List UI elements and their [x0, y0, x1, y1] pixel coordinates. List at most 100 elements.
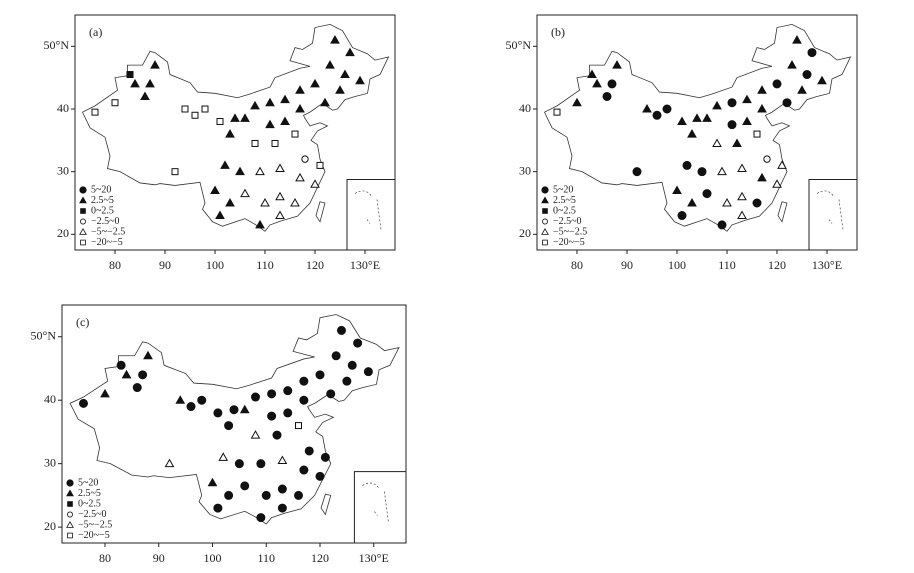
station-symbol: [240, 188, 250, 198]
station-symbol: [261, 490, 271, 500]
station-symbol: [347, 360, 357, 370]
station-symbol: [742, 94, 752, 104]
station-symbol: [340, 69, 350, 79]
station-symbol: [572, 97, 582, 107]
legend-label: 2.5~5: [91, 195, 114, 206]
station-symbol: [111, 99, 119, 107]
station-symbol: [145, 78, 155, 88]
station-symbol: [542, 208, 548, 214]
station-symbol: [216, 118, 224, 126]
station-symbol: [295, 172, 305, 182]
legend-label: 5~20: [91, 184, 111, 195]
country-outline: [81, 23, 390, 232]
station-symbol: [335, 85, 345, 94]
station-symbol: [294, 490, 303, 500]
station-symbol: [150, 60, 160, 69]
x-tick-label: 120: [768, 258, 786, 272]
station-symbol: [330, 35, 340, 44]
station-symbol: [737, 210, 747, 220]
x-tick-label: 120: [306, 258, 324, 272]
station-symbol: [295, 422, 302, 430]
inset-frame: [808, 179, 858, 251]
station-symbol: [272, 430, 282, 440]
station-symbol: [255, 219, 265, 229]
station-symbol: [687, 129, 697, 138]
island-outline: [315, 201, 326, 223]
map-frame: [74, 14, 396, 251]
x-tick-label: 90: [153, 551, 165, 565]
station-symbol: [320, 97, 330, 107]
station-symbol: [353, 338, 363, 348]
station-symbol: [277, 484, 287, 494]
station-symbol: [250, 430, 261, 439]
station-symbol: [175, 395, 186, 404]
station-symbol: [712, 100, 722, 110]
island-outline: [777, 201, 788, 223]
x-tick-label: 80: [571, 258, 583, 272]
station-symbol: [256, 513, 266, 523]
station-symbol: [612, 60, 622, 69]
station-symbol: [79, 398, 88, 408]
station-symbol: [299, 376, 309, 386]
station-symbol: [191, 111, 199, 119]
station-symbol: [271, 139, 279, 147]
station-symbol: [265, 97, 275, 107]
station-symbol: [325, 60, 335, 69]
station-symbol: [80, 239, 86, 246]
station-symbol: [240, 113, 250, 122]
station-symbol: [792, 35, 802, 44]
station-symbol: [201, 105, 209, 113]
station-symbol: [66, 520, 74, 528]
x-tick-label: 100: [204, 551, 222, 565]
station-symbol: [255, 166, 265, 176]
station-symbol: [757, 103, 767, 113]
station-symbol: [225, 129, 235, 138]
station-symbol: [256, 459, 266, 469]
x-tick-label: 130°E: [359, 551, 389, 565]
station-symbol: [186, 402, 196, 412]
station-symbol: [116, 360, 126, 370]
station-symbol: [213, 503, 223, 513]
station-symbol: [702, 189, 712, 199]
y-tick-label: 40: [519, 101, 531, 115]
station-symbol: [67, 511, 73, 518]
station-symbol: [260, 197, 270, 207]
station-symbol: [283, 386, 293, 396]
station-symbol: [79, 196, 87, 204]
x-tick-label: 130°E: [350, 258, 380, 272]
station-symbol: [677, 211, 687, 221]
station-symbol: [277, 455, 288, 464]
station-symbol: [315, 370, 325, 380]
station-symbol: [772, 179, 782, 188]
station-symbol: [331, 351, 341, 361]
station-symbol: [732, 138, 742, 147]
station-symbol: [712, 138, 722, 147]
legend-label: 5~20: [78, 477, 98, 488]
station-symbol: [817, 75, 827, 85]
station-symbol: [607, 79, 617, 89]
station-symbol: [132, 383, 142, 393]
station-symbol: [763, 155, 771, 163]
station-symbol: [250, 100, 260, 110]
station-symbol: [787, 60, 797, 69]
legend-label: 2.5~5: [78, 488, 101, 499]
station-symbol: [662, 104, 672, 114]
station-symbol: [295, 85, 305, 94]
station-symbol: [757, 85, 767, 94]
y-tick-label: 30: [44, 455, 56, 469]
y-tick-label: 20: [519, 226, 531, 240]
station-symbol: [267, 389, 277, 399]
station-symbol: [275, 210, 285, 220]
panel-label: (a): [89, 25, 102, 39]
station-symbol: [587, 69, 597, 79]
station-symbol: [67, 501, 73, 507]
station-symbol: [235, 166, 245, 176]
panel-label: (b): [551, 25, 565, 39]
x-tick-label: 110: [257, 551, 275, 565]
station-symbol: [772, 79, 782, 89]
station-symbol: [138, 370, 148, 380]
station-symbol: [240, 481, 250, 491]
station-symbol: [326, 389, 336, 399]
map-panel: 80 90 100 110 120 130°E 20 30 40 50°N (a) 5~202.5~5…: [44, 14, 396, 272]
station-symbol: [283, 408, 293, 418]
